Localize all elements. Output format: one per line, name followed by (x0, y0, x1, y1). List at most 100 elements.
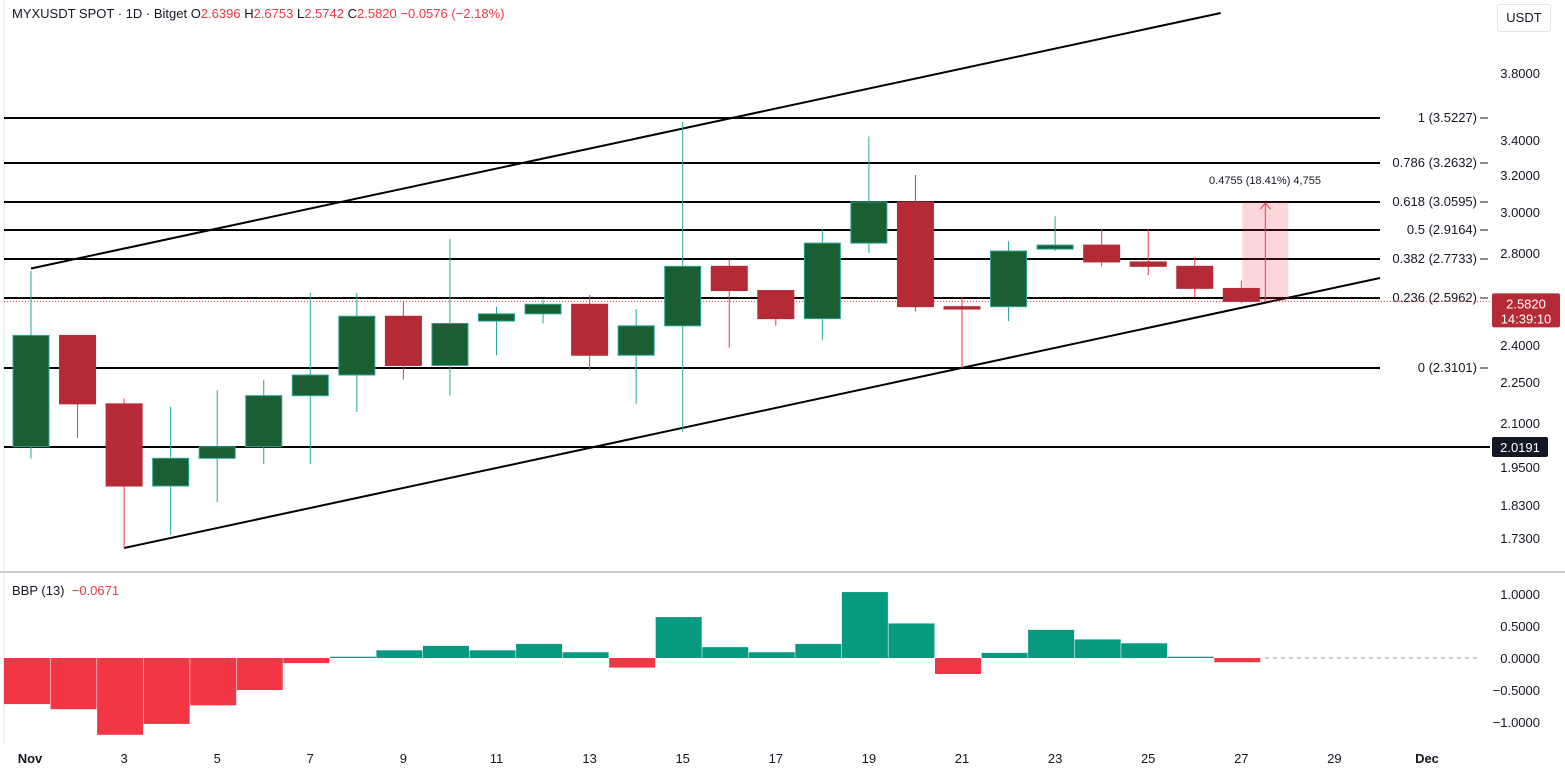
bbp-bar (469, 650, 516, 658)
fib-level-label: 0.236 (2.5962) (1392, 290, 1477, 305)
time-axis-label: 7 (307, 751, 314, 766)
fib-level-label: 0.618 (3.0595) (1392, 194, 1477, 209)
candle-body (524, 303, 562, 315)
time-axis-label: 25 (1141, 751, 1155, 766)
price-axis-label: 3.4000 (1500, 133, 1540, 148)
bbp-bar (1028, 629, 1075, 658)
bbp-bar (1167, 656, 1214, 658)
high-value: 2.6753 (253, 6, 294, 21)
price-axis-label: 3.0000 (1500, 205, 1540, 220)
candle-body (1176, 265, 1214, 289)
price-axis-label: 3.2000 (1500, 168, 1540, 183)
symbol-legend: MYXUSDT SPOT · 1D · Bitget O2.6396 H2.67… (12, 6, 504, 21)
time-axis-label: Nov (18, 751, 43, 766)
candle-body (12, 334, 50, 448)
time-axis-label: 27 (1234, 751, 1248, 766)
candle-body (478, 313, 515, 322)
candle-body (245, 395, 283, 448)
bbp-bar (748, 652, 795, 658)
bbp-bar (795, 643, 842, 658)
candle-body (1036, 244, 1074, 250)
candle-body (896, 201, 934, 308)
candle-body (571, 303, 609, 356)
time-axis-label: 5 (214, 751, 221, 766)
bbp-axis-label: 0.5000 (1500, 619, 1540, 634)
bbp-axis-label: −0.5000 (1493, 683, 1540, 698)
candle-body (105, 403, 143, 487)
open-label: O (190, 6, 201, 21)
bbp-axis-label: 0.0000 (1500, 651, 1540, 666)
channel-upper-line (30, 12, 1221, 270)
price-axis-label: 2.2500 (1500, 375, 1540, 390)
price-axis-label: 1.7300 (1500, 531, 1540, 546)
bbp-last-value: −0.0671 (71, 583, 120, 598)
price-axis-label: 2.4000 (1500, 338, 1540, 353)
symbol-name[interactable]: MYXUSDT SPOT · 1D · Bitget (12, 6, 188, 21)
bbp-bar (935, 658, 981, 674)
candle-body (59, 334, 97, 405)
bbp-bar (4, 658, 50, 705)
countdown-label: 14:39:10 (1501, 311, 1552, 326)
time-axis-label: Dec (1415, 751, 1439, 766)
candle-body (152, 457, 190, 487)
time-axis-label: 17 (769, 751, 783, 766)
bbp-bar (422, 645, 469, 658)
fib-level-label: 0.786 (3.2632) (1392, 155, 1477, 170)
bbp-legend[interactable]: BBP (13) −0.0671 (12, 583, 119, 598)
open-value: 2.6396 (200, 6, 241, 21)
price-axis-label: 1.9500 (1500, 460, 1540, 475)
bbp-bar (143, 658, 190, 724)
candle-body (1083, 244, 1121, 263)
bbp-bar (702, 647, 749, 658)
channel-lower-line (123, 277, 1381, 549)
close-value: 2.5820 (357, 6, 397, 21)
high-label: H (244, 6, 254, 21)
candle-body (617, 325, 655, 356)
fib-level-label: 1 (3.5227) (1418, 110, 1477, 125)
time-axis-label: 11 (490, 751, 504, 766)
support-price-label: 2.0191 (1500, 440, 1540, 455)
last-price-tag (1492, 293, 1560, 328)
time-axis-label: 15 (675, 751, 689, 766)
candle-body (431, 322, 469, 366)
candle-body (990, 250, 1028, 308)
candle-body (850, 201, 888, 244)
bbp-axis-label: −1.0000 (1493, 715, 1540, 730)
candle-body (803, 242, 841, 320)
candle-body (664, 265, 702, 327)
change-value: −0.0576 (−2.18%) (400, 6, 505, 21)
time-axis-label: 19 (862, 751, 876, 766)
bbp-bar (655, 617, 702, 658)
fib-level-label: 0.5 (2.9164) (1407, 222, 1477, 237)
bbp-bar (236, 658, 283, 690)
price-axis-label: 1.8300 (1500, 498, 1540, 513)
candle-body (338, 315, 376, 376)
fib-level-label: 0 (2.3101) (1418, 360, 1477, 375)
price-axis-label: 3.8000 (1500, 66, 1540, 81)
last-price-label: 2.5820 (1506, 296, 1546, 311)
price-axis-label: 2.8000 (1500, 246, 1540, 261)
bbp-bar (516, 643, 563, 658)
candle-body (384, 315, 422, 366)
bbp-axis-label: 1.0000 (1500, 587, 1540, 602)
bbp-bar (1074, 639, 1121, 658)
bbp-bar (190, 658, 237, 706)
bbp-bar (97, 658, 144, 735)
measure-label: 0.4755 (18.41%) 4,755 (1209, 175, 1321, 187)
fib-level-label: 0.382 (2.7733) (1392, 251, 1477, 266)
currency-button[interactable]: USDT (1497, 4, 1551, 32)
measure-arrowhead (1259, 202, 1271, 210)
time-axis-label: 3 (120, 751, 127, 766)
candle-body (1129, 261, 1167, 267)
bbp-bar (609, 658, 656, 668)
low-label: L (296, 6, 305, 21)
bbp-bar (841, 592, 888, 658)
bbp-title: BBP (13) (12, 583, 65, 598)
bbp-bar (1214, 658, 1261, 663)
candle-body (198, 446, 236, 459)
bbp-bar (1121, 643, 1168, 658)
bbp-bar (562, 652, 609, 658)
price-axis-label: 2.1000 (1500, 416, 1540, 431)
